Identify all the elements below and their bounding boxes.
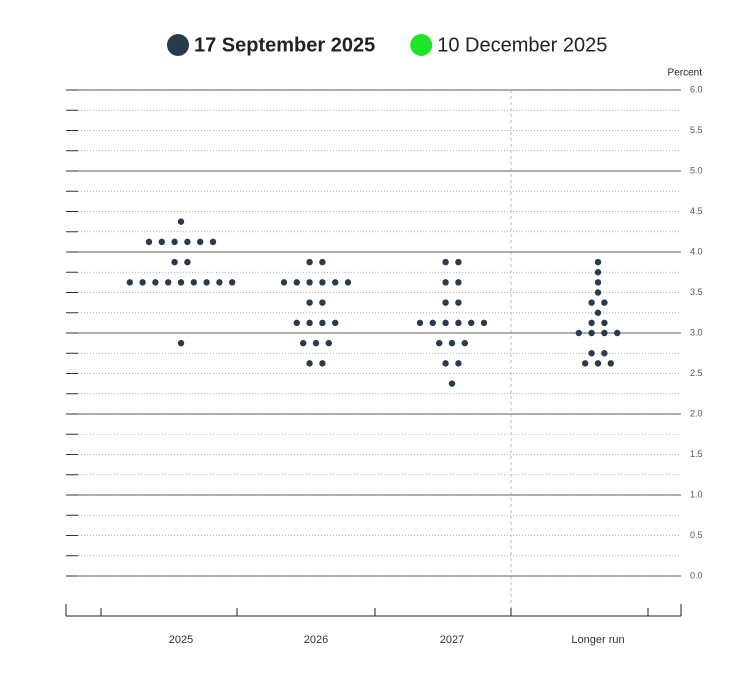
dot [229, 279, 236, 286]
dot [184, 238, 191, 246]
dot [455, 279, 462, 286]
dot [480, 319, 488, 327]
dot [601, 350, 608, 357]
dot [344, 279, 352, 286]
dot [139, 279, 146, 286]
y-tick-label: 5.0 [690, 165, 703, 175]
dot [300, 339, 307, 347]
dot [588, 329, 595, 337]
y-tick-label: 3.0 [690, 327, 703, 337]
dot [468, 319, 475, 327]
dot [203, 279, 210, 286]
dot [601, 299, 608, 306]
dot [319, 319, 326, 327]
dot [319, 279, 326, 286]
y-tick-label: 6.0 [690, 84, 703, 94]
x-tick-label: Longer run [571, 634, 624, 646]
dot [442, 319, 449, 327]
dot [158, 238, 165, 246]
y-tick-label: 4.5 [690, 206, 703, 216]
dot [588, 350, 595, 357]
dot [319, 360, 326, 367]
dot [416, 319, 424, 327]
y-tick-label: 1.0 [690, 489, 703, 499]
legend-marker [167, 34, 189, 56]
dot [614, 329, 621, 337]
dot [312, 339, 320, 347]
dot [319, 299, 326, 306]
dot [325, 339, 332, 347]
dot [461, 339, 468, 347]
x-tick-label: 2026 [304, 634, 328, 646]
legend-label[interactable]: 17 September 2025 [194, 34, 375, 56]
dot [594, 289, 602, 296]
dot [190, 279, 197, 286]
x-tick-label: 2027 [440, 634, 464, 646]
dot [588, 319, 595, 327]
dot [197, 238, 204, 246]
y-tick-label: 5.5 [690, 125, 703, 135]
dot [594, 279, 602, 286]
dot [448, 339, 456, 347]
dot [332, 279, 339, 286]
dot [429, 319, 436, 327]
dot [171, 258, 178, 266]
dot [152, 279, 159, 286]
dot [293, 319, 300, 327]
dot [601, 329, 608, 337]
dot [126, 279, 133, 286]
y-tick-label: 4.0 [690, 246, 703, 256]
x-axis-ticks [65, 604, 682, 616]
y-tick-label: 0.0 [690, 570, 703, 580]
dot [145, 238, 153, 246]
dot [442, 299, 449, 306]
dot [588, 299, 595, 306]
legend-label[interactable]: 10 December 2025 [437, 34, 607, 56]
dot [293, 279, 300, 286]
dot [442, 279, 449, 286]
dot [184, 258, 191, 266]
dot [442, 360, 449, 367]
dot [594, 258, 602, 266]
dot [455, 360, 462, 367]
y-axis-label: Percent [668, 68, 703, 79]
dot [594, 309, 602, 316]
legend-marker [410, 34, 433, 56]
dot [306, 299, 313, 306]
dot [209, 238, 217, 246]
x-tick-label: 2025 [169, 634, 193, 646]
y-tick-label: 3.5 [690, 287, 703, 297]
dot [216, 279, 223, 286]
dot [455, 258, 462, 266]
dot [575, 329, 582, 337]
dot [442, 258, 449, 266]
dot [306, 258, 313, 266]
dot [177, 339, 185, 347]
y-tick-label: 2.0 [690, 408, 703, 418]
dot [594, 360, 602, 367]
dot [306, 319, 313, 327]
dot [455, 319, 462, 327]
dot [455, 299, 462, 306]
dot [280, 279, 288, 286]
dot [171, 238, 178, 246]
dot [582, 360, 589, 367]
dot [177, 218, 185, 225]
y-tick-label: 1.5 [690, 449, 703, 459]
dot [436, 339, 443, 347]
dot [177, 279, 185, 286]
dot [306, 360, 313, 367]
dot [594, 269, 602, 276]
dot [607, 360, 614, 367]
y-tick-label: 2.5 [690, 368, 703, 378]
dot [601, 319, 608, 327]
dot [332, 319, 339, 327]
dot [319, 258, 326, 266]
y-tick-label: 0.5 [690, 530, 703, 540]
dot [306, 279, 313, 286]
dot [448, 380, 456, 387]
dot [165, 279, 172, 286]
